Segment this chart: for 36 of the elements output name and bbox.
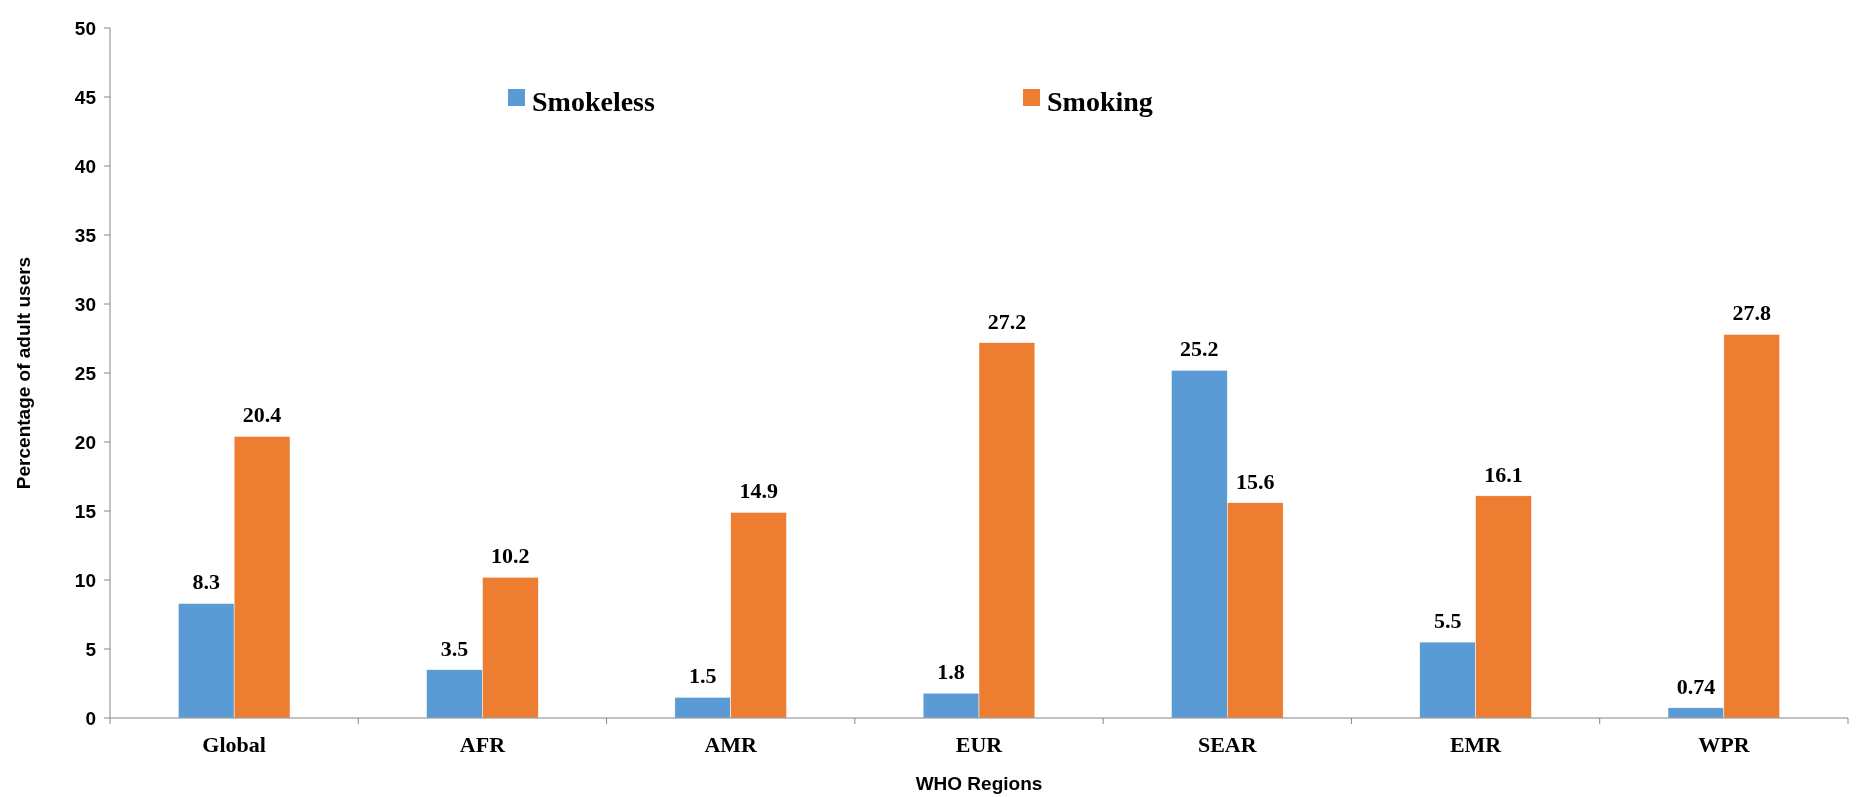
data-label: 27.2 — [987, 308, 1027, 334]
x-tick-label: EUR — [955, 732, 1004, 757]
data-label: 16.1 — [1484, 461, 1523, 487]
legend-label: Smoking — [1047, 86, 1153, 118]
x-tick-label: AMR — [704, 732, 759, 757]
data-label: 15.6 — [1235, 468, 1275, 494]
y-tick-label: 35 — [74, 224, 97, 246]
data-label: 8.3 — [192, 569, 220, 595]
legend-label: Smokeless — [532, 86, 655, 118]
data-label: 14.9 — [739, 478, 778, 504]
data-label: 25.2 — [1180, 336, 1219, 362]
x-tick-label: Global — [202, 732, 266, 757]
y-axis-title: Percentage of adult users — [13, 256, 34, 490]
data-label: 5.5 — [1433, 608, 1462, 634]
data-label: 0.74 — [1676, 673, 1716, 699]
y-tick-label: 0 — [85, 707, 96, 729]
y-tick-label: 40 — [74, 155, 96, 177]
y-tick-label: 25 — [74, 362, 97, 384]
y-tick-label: 10 — [74, 569, 96, 591]
y-tick-label: 50 — [74, 17, 96, 39]
x-tick-label: AFR — [459, 732, 507, 757]
x-axis-title: WHO Regions — [915, 773, 1043, 794]
data-label: 1.5 — [689, 663, 717, 689]
data-label: 27.8 — [1732, 300, 1772, 326]
y-tick-label: 45 — [74, 86, 97, 108]
y-tick-label: 20 — [74, 431, 96, 453]
y-tick-label: 30 — [74, 293, 96, 315]
x-tick-label: WPR — [1698, 732, 1751, 757]
x-tick-label: EMR — [1449, 732, 1503, 757]
x-tick-label: SEAR — [1197, 732, 1258, 757]
y-tick-label: 15 — [74, 500, 97, 522]
data-label: 10.2 — [491, 543, 530, 569]
data-label: 1.8 — [937, 659, 965, 685]
data-label: 20.4 — [242, 402, 282, 428]
y-tick-label: 5 — [85, 638, 97, 660]
data-label: 3.5 — [440, 635, 469, 661]
